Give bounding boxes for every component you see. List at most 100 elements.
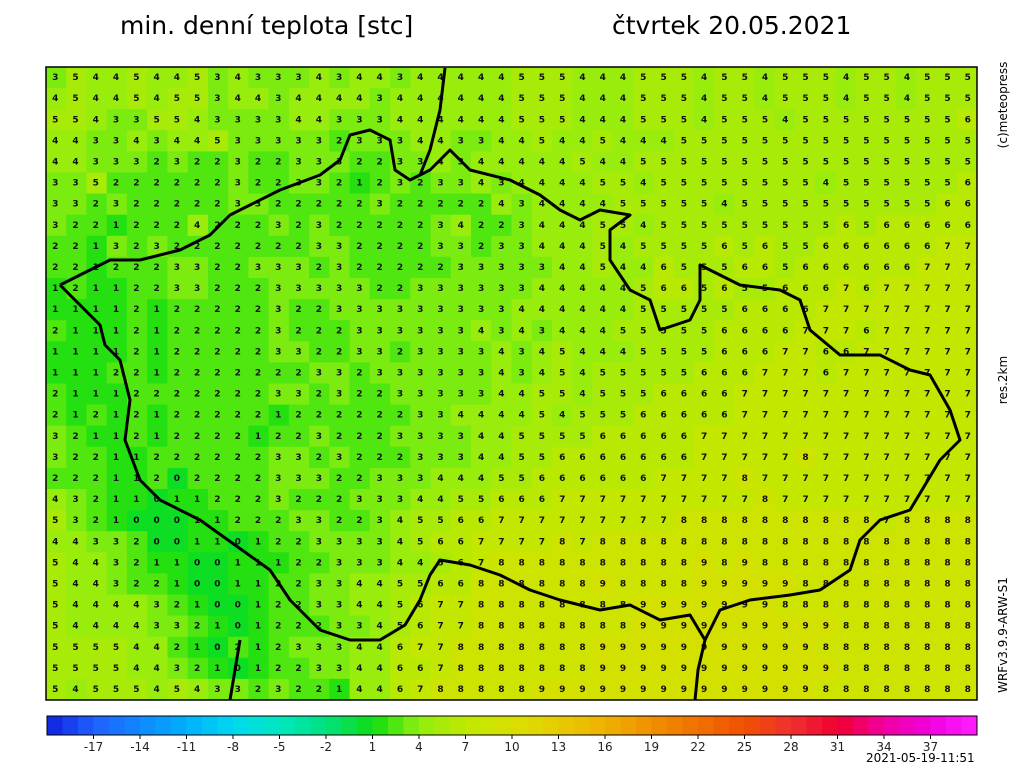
temp-cell — [551, 636, 573, 659]
temp-cell — [551, 256, 573, 279]
temp-cell — [734, 88, 755, 110]
temp-cell — [734, 552, 755, 574]
colorbar-cell — [791, 716, 807, 735]
temp-cell — [369, 404, 391, 427]
temp-cell — [46, 256, 67, 279]
temp-cell — [632, 657, 654, 680]
temp-cell — [612, 510, 634, 532]
colorbar-tick-label: 1 — [369, 740, 377, 754]
temp-cell — [329, 615, 351, 638]
temp-cell — [754, 404, 776, 427]
temp-cell — [875, 657, 897, 680]
temp-cell — [471, 235, 492, 258]
colorbar-cell — [822, 716, 838, 735]
temp-cell — [187, 425, 209, 448]
temp-cell — [491, 594, 512, 617]
temp-cell — [673, 235, 695, 258]
temp-cell — [956, 193, 978, 216]
temp-cell — [855, 594, 877, 617]
temp-cell — [592, 67, 614, 89]
temp-cell — [713, 404, 735, 427]
temp-cell — [572, 404, 593, 427]
temp-cell — [471, 678, 492, 701]
temp-cell — [734, 657, 755, 680]
temp-cell — [450, 109, 472, 131]
temp-cell — [309, 214, 330, 237]
temp-cell — [207, 235, 229, 258]
temp-cell — [268, 678, 290, 701]
temp-cell — [896, 383, 917, 406]
temp-cell — [511, 678, 533, 701]
temp-cell — [450, 130, 472, 152]
temp-cell — [956, 172, 978, 195]
colorbar: -17 -14 -11 -8 -5 -2 1 4 7 10 13 16 19 22 25 28 31 34 37 — [46, 715, 978, 754]
temp-cell — [329, 320, 351, 342]
temp-cell — [673, 151, 695, 173]
temp-cell — [167, 510, 189, 532]
temp-cell — [956, 151, 978, 173]
temp-cell — [592, 489, 614, 511]
temp-cell — [794, 67, 816, 89]
temp-cell — [916, 573, 938, 595]
temp-cell — [774, 657, 796, 680]
temp-cell — [794, 531, 816, 553]
temp-cell — [46, 425, 67, 448]
temp-cell — [228, 151, 249, 173]
temp-cell — [390, 88, 411, 110]
temp-cell — [46, 531, 67, 553]
colorbar-cell — [682, 716, 699, 735]
temp-cell — [754, 636, 776, 659]
temp-cell — [329, 467, 351, 490]
colorbar-cell — [372, 716, 389, 735]
temp-cell — [390, 341, 411, 363]
temp-cell — [86, 151, 108, 173]
temp-cell — [349, 573, 371, 595]
temp-cell — [268, 362, 290, 384]
temp-cell — [754, 467, 776, 490]
temp-cell — [572, 510, 593, 532]
temp-cell — [309, 383, 330, 406]
temp-cell — [551, 88, 573, 110]
temp-cell — [248, 278, 270, 300]
temp-cell — [268, 214, 290, 237]
temp-cell — [572, 446, 593, 469]
temp-cell — [228, 425, 249, 448]
temp-cell — [410, 130, 432, 152]
temp-cell — [774, 109, 796, 131]
temp-cell — [673, 130, 695, 152]
temp-cell — [774, 489, 796, 511]
temp-cell — [815, 404, 836, 427]
temp-cell — [491, 109, 512, 131]
temp-cell — [511, 88, 533, 110]
temp-cell — [734, 467, 755, 490]
temp-cell — [491, 130, 512, 152]
temp-cell — [936, 573, 958, 595]
temp-cell — [875, 678, 897, 701]
temp-cell — [956, 467, 978, 490]
temp-cell — [410, 214, 432, 237]
temp-cell — [531, 362, 553, 384]
colorbar-cell — [357, 716, 373, 735]
temp-cell — [450, 510, 472, 532]
temp-cell — [592, 678, 614, 701]
temp-cell — [875, 320, 897, 342]
temp-cell — [612, 109, 634, 131]
temp-cell — [390, 235, 411, 258]
temp-cell — [450, 256, 472, 279]
temp-cell — [835, 341, 857, 363]
temp-cell — [511, 109, 533, 131]
temp-cell — [309, 404, 330, 427]
temp-cell — [734, 299, 755, 321]
temp-cell — [511, 214, 533, 237]
temp-cell — [612, 88, 634, 110]
temp-cell — [491, 235, 512, 258]
temp-cell — [126, 130, 148, 152]
temp-cell — [713, 425, 735, 448]
temp-cell — [228, 615, 249, 638]
temp-cell — [471, 467, 492, 490]
temp-cell — [167, 320, 189, 342]
temp-cell — [471, 510, 492, 532]
temp-cell — [66, 594, 87, 617]
temp-cell — [187, 552, 209, 574]
temp-cell — [450, 425, 472, 448]
